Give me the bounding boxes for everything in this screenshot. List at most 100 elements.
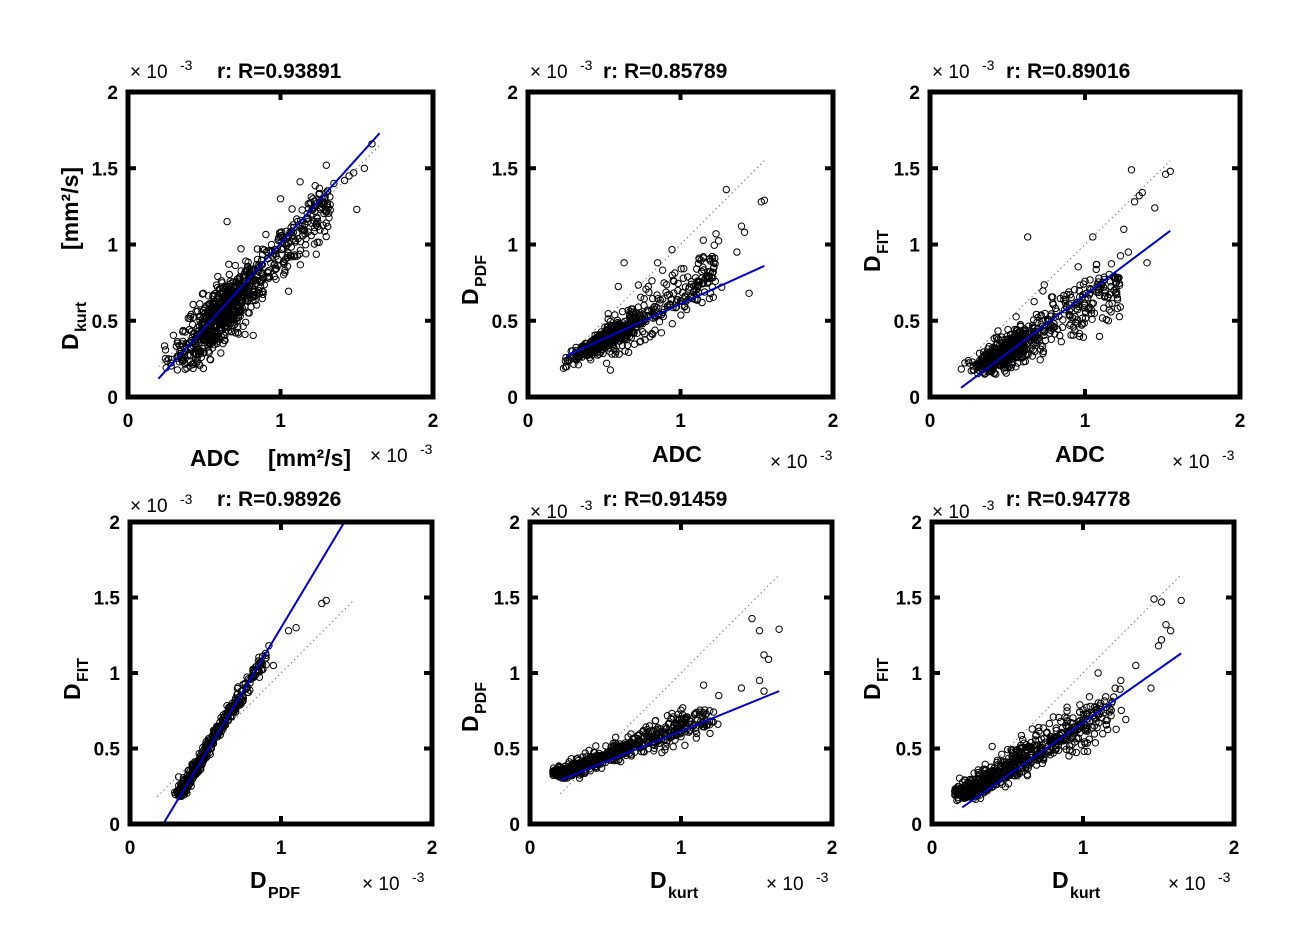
y-axis-label-group: D FIT — [859, 658, 892, 700]
scatter-point — [994, 327, 1002, 335]
scatter-point — [1067, 331, 1075, 339]
scatter-point — [284, 627, 293, 635]
scatter-point — [199, 289, 208, 297]
scatter-point — [1017, 731, 1026, 740]
scatter-point — [642, 285, 650, 293]
scatter-point — [231, 261, 240, 270]
scatter-point — [253, 245, 262, 253]
scatter-point — [283, 253, 292, 262]
scatter-point — [1029, 346, 1038, 354]
scatter-point — [668, 320, 676, 328]
scatter-point — [677, 311, 685, 319]
scatter-point — [585, 746, 593, 755]
scatter-point — [241, 289, 249, 297]
scatter-point — [1048, 735, 1057, 744]
scatter-point — [1075, 720, 1084, 728]
scatter-point — [1057, 338, 1066, 346]
scatter-point — [291, 236, 300, 245]
scatter-point — [200, 752, 209, 760]
scatter-point — [954, 788, 962, 797]
plot-content — [559, 160, 769, 374]
scatter-point — [1091, 714, 1100, 723]
scatter-point — [1088, 315, 1096, 323]
scatter-point — [653, 291, 661, 299]
scatter-point — [648, 294, 657, 303]
scatter-point — [179, 328, 187, 336]
scatter-point — [1115, 279, 1124, 288]
y-tick-label: 2 — [909, 83, 920, 104]
scatter-point — [1045, 719, 1054, 728]
y-axis-label-subscript: PDF — [473, 682, 490, 714]
scatter-point — [1040, 331, 1048, 339]
scatter-point — [703, 720, 712, 729]
y-tick-label: 2 — [911, 513, 922, 534]
scatter-point — [1036, 754, 1044, 762]
scatter-point — [1002, 338, 1011, 347]
y-axis-label: D — [57, 333, 83, 350]
scatter-point — [1062, 735, 1071, 744]
scatter-point — [988, 742, 996, 751]
scatter-point — [655, 318, 664, 326]
scatter-point — [231, 329, 240, 337]
scatter-point — [1087, 306, 1096, 314]
x-multiplier: × 10 — [770, 452, 808, 473]
y-multiplier-exponent: -3 — [180, 57, 193, 73]
scatter-point — [1068, 740, 1076, 749]
fit-line — [157, 132, 381, 380]
scatter-point — [1093, 723, 1101, 732]
scatter-point — [1105, 300, 1113, 308]
scatter-point — [199, 364, 208, 373]
scatter-point — [322, 596, 330, 605]
scatter-point — [179, 337, 187, 345]
plot-area-5: 0 1 2 0 0.5 1 1.5 2 — [896, 513, 1240, 859]
scatter-point — [670, 721, 678, 729]
scatter-point — [169, 331, 178, 339]
scatter-point — [275, 235, 283, 244]
y-axis-label-subscript: FIT — [75, 658, 92, 682]
scatter-point — [235, 302, 244, 310]
scatter-point — [237, 245, 245, 253]
scatter-point — [232, 301, 240, 310]
y-tick-label: 1 — [509, 664, 520, 685]
scatter-point — [173, 366, 182, 374]
scatter-point — [1038, 342, 1047, 350]
scatter-point — [1047, 733, 1056, 741]
scatter-point — [1066, 321, 1074, 329]
scatter-point — [1027, 746, 1036, 754]
x-tick-label: 0 — [523, 411, 534, 432]
scatter-point — [1060, 306, 1069, 314]
scatter-point — [1030, 297, 1038, 306]
scatter-point — [295, 250, 303, 258]
x-tick-label: 0 — [927, 838, 938, 859]
scatter-point — [994, 335, 1003, 343]
scatter-point — [674, 279, 682, 288]
scatter-point — [1076, 701, 1084, 709]
scatter-point — [660, 279, 668, 287]
y-tick-label: 0 — [507, 388, 518, 409]
scatter-point — [1013, 341, 1021, 349]
scatter-point — [696, 706, 704, 714]
scatter-point — [1049, 293, 1057, 301]
scatter-point — [673, 296, 681, 304]
scatter-point — [679, 704, 687, 712]
scatter-point — [1135, 192, 1144, 200]
scatter-point — [1107, 712, 1115, 720]
x-tick-label: 1 — [1080, 411, 1091, 432]
scatter-point — [161, 346, 170, 354]
scatter-point — [1016, 331, 1024, 339]
scatter-point — [304, 228, 312, 236]
scatter-point — [722, 185, 730, 194]
scatter-point — [715, 691, 723, 700]
scatter-point — [653, 259, 662, 267]
scatter-point — [253, 255, 262, 264]
x-multiplier-exponent: -3 — [820, 447, 833, 463]
scatter-point — [207, 304, 216, 313]
scatter-point — [231, 307, 239, 315]
y-tick-label: 0 — [909, 388, 920, 409]
scatter-point — [184, 314, 193, 322]
scatter-point — [1049, 713, 1058, 721]
scatter-point — [706, 729, 714, 738]
panel-title: r: R=0.85789 — [603, 60, 727, 83]
scatter-point — [609, 323, 617, 332]
